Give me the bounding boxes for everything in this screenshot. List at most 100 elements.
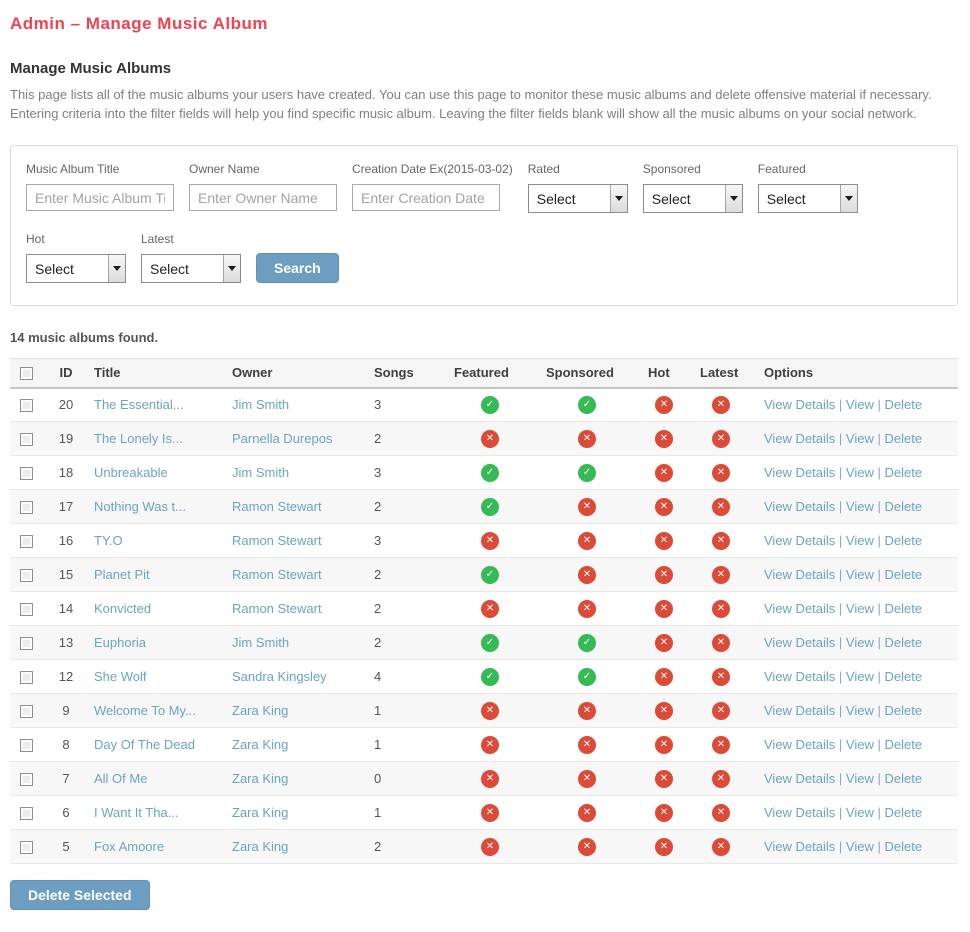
rated-select[interactable]: Select	[527, 184, 628, 213]
delete-link[interactable]: Delete	[884, 499, 923, 514]
row-checkbox[interactable]	[20, 705, 33, 719]
view-link[interactable]: View	[845, 737, 874, 752]
view-link[interactable]: View	[845, 533, 874, 548]
album-title-link[interactable]: Day Of The Dead	[94, 737, 195, 752]
album-title-link[interactable]: The Lonely Is...	[94, 431, 183, 446]
view-details-link[interactable]: View Details	[764, 669, 836, 684]
options-separator: |	[835, 771, 846, 786]
row-checkbox[interactable]	[20, 467, 33, 481]
album-owner-link[interactable]: Parnella Durepos	[232, 431, 333, 446]
select-all-checkbox[interactable]	[20, 367, 33, 381]
row-checkbox[interactable]	[20, 569, 33, 583]
view-details-link[interactable]: View Details	[764, 771, 836, 786]
album-title-link[interactable]: TY.O	[94, 533, 123, 548]
row-checkbox[interactable]	[20, 399, 33, 413]
view-details-link[interactable]: View Details	[764, 839, 836, 854]
row-checkbox[interactable]	[20, 637, 33, 651]
delete-selected-button[interactable]: Delete Selected	[10, 880, 150, 910]
album-owner-link[interactable]: Jim Smith	[232, 465, 290, 480]
delete-link[interactable]: Delete	[884, 771, 923, 786]
album-title-link[interactable]: Konvicted	[94, 601, 152, 616]
album-owner-link[interactable]: Zara King	[232, 805, 289, 820]
owner-name-input[interactable]	[189, 184, 337, 211]
view-link[interactable]: View	[845, 499, 874, 514]
album-title-link[interactable]: I Want It Tha...	[94, 805, 179, 820]
delete-link[interactable]: Delete	[884, 431, 923, 446]
latest-select[interactable]: Select	[141, 254, 241, 283]
hot-status-icon: ✕	[655, 565, 673, 584]
row-checkbox[interactable]	[20, 535, 33, 549]
album-title-link[interactable]: The Essential...	[94, 397, 184, 413]
view-details-link[interactable]: View Details	[764, 397, 836, 413]
delete-link[interactable]: Delete	[884, 669, 923, 684]
view-link[interactable]: View	[845, 397, 874, 413]
creation-date-input[interactable]	[352, 184, 500, 211]
featured-status-icon: ✓	[481, 395, 499, 414]
album-owner-link[interactable]: Ramon Stewart	[232, 533, 322, 548]
album-owner-link[interactable]: Sandra Kingsley	[232, 669, 327, 684]
view-details-link[interactable]: View Details	[764, 499, 836, 514]
row-checkbox[interactable]	[20, 501, 33, 515]
album-title-link[interactable]: Euphoria	[94, 635, 147, 650]
search-button[interactable]: Search	[256, 253, 339, 283]
album-owner-link[interactable]: Ramon Stewart	[232, 601, 322, 616]
album-owner-link[interactable]: Zara King	[232, 839, 289, 854]
view-link[interactable]: View	[845, 839, 874, 854]
album-title-link[interactable]: Unbreakable	[94, 465, 168, 480]
view-details-link[interactable]: View Details	[764, 533, 836, 548]
row-checkbox[interactable]	[20, 433, 33, 447]
view-details-link[interactable]: View Details	[764, 431, 836, 446]
view-link[interactable]: View	[845, 771, 874, 786]
delete-link[interactable]: Delete	[884, 465, 923, 480]
view-details-link[interactable]: View Details	[764, 805, 836, 820]
delete-link[interactable]: Delete	[884, 397, 923, 413]
options-separator: |	[873, 737, 885, 752]
view-link[interactable]: View	[845, 601, 874, 616]
view-details-link[interactable]: View Details	[764, 567, 836, 582]
sponsored-select[interactable]: Select	[642, 184, 743, 213]
view-link[interactable]: View	[845, 465, 874, 480]
album-title-link[interactable]: Fox Amoore	[94, 839, 165, 854]
view-details-link[interactable]: View Details	[764, 601, 836, 616]
row-checkbox[interactable]	[20, 671, 33, 685]
delete-link[interactable]: Delete	[884, 601, 923, 616]
delete-link[interactable]: Delete	[884, 703, 923, 718]
album-owner-link[interactable]: Jim Smith	[232, 397, 290, 413]
view-link[interactable]: View	[845, 805, 874, 820]
delete-link[interactable]: Delete	[884, 567, 923, 582]
row-checkbox[interactable]	[20, 807, 33, 821]
view-link[interactable]: View	[845, 703, 874, 718]
album-title-link[interactable]: Planet Pit	[94, 567, 150, 582]
album-owner-link[interactable]: Jim Smith	[232, 635, 290, 650]
view-details-link[interactable]: View Details	[764, 703, 836, 718]
row-checkbox[interactable]	[20, 773, 33, 787]
featured-select[interactable]: Select	[757, 184, 858, 213]
view-link[interactable]: View	[845, 635, 874, 650]
hot-select[interactable]: Select	[26, 254, 126, 283]
delete-link[interactable]: Delete	[884, 805, 923, 820]
row-checkbox[interactable]	[20, 603, 33, 617]
delete-link[interactable]: Delete	[884, 635, 923, 650]
album-owner-link[interactable]: Ramon Stewart	[232, 499, 322, 514]
delete-link[interactable]: Delete	[884, 839, 923, 854]
view-link[interactable]: View	[845, 431, 874, 446]
music-album-title-input[interactable]	[26, 184, 174, 211]
album-title-link[interactable]: She Wolf	[94, 669, 147, 684]
album-title-link[interactable]: Nothing Was t...	[94, 499, 186, 514]
album-owner-link[interactable]: Zara King	[232, 737, 289, 752]
view-details-link[interactable]: View Details	[764, 465, 836, 480]
album-title-link[interactable]: Welcome To My...	[94, 703, 196, 718]
album-owner-link[interactable]: Zara King	[232, 703, 289, 718]
album-title-link[interactable]: All Of Me	[94, 771, 148, 786]
row-checkbox[interactable]	[20, 739, 33, 753]
delete-link[interactable]: Delete	[884, 737, 923, 752]
row-checkbox[interactable]	[20, 841, 33, 855]
album-owner-link[interactable]: Zara King	[232, 771, 289, 786]
view-link[interactable]: View	[845, 669, 874, 684]
view-link[interactable]: View	[845, 567, 874, 582]
view-details-link[interactable]: View Details	[764, 737, 836, 752]
album-owner-link[interactable]: Ramon Stewart	[232, 567, 322, 582]
delete-link[interactable]: Delete	[884, 533, 923, 548]
options-separator: |	[873, 431, 885, 446]
view-details-link[interactable]: View Details	[764, 635, 836, 650]
